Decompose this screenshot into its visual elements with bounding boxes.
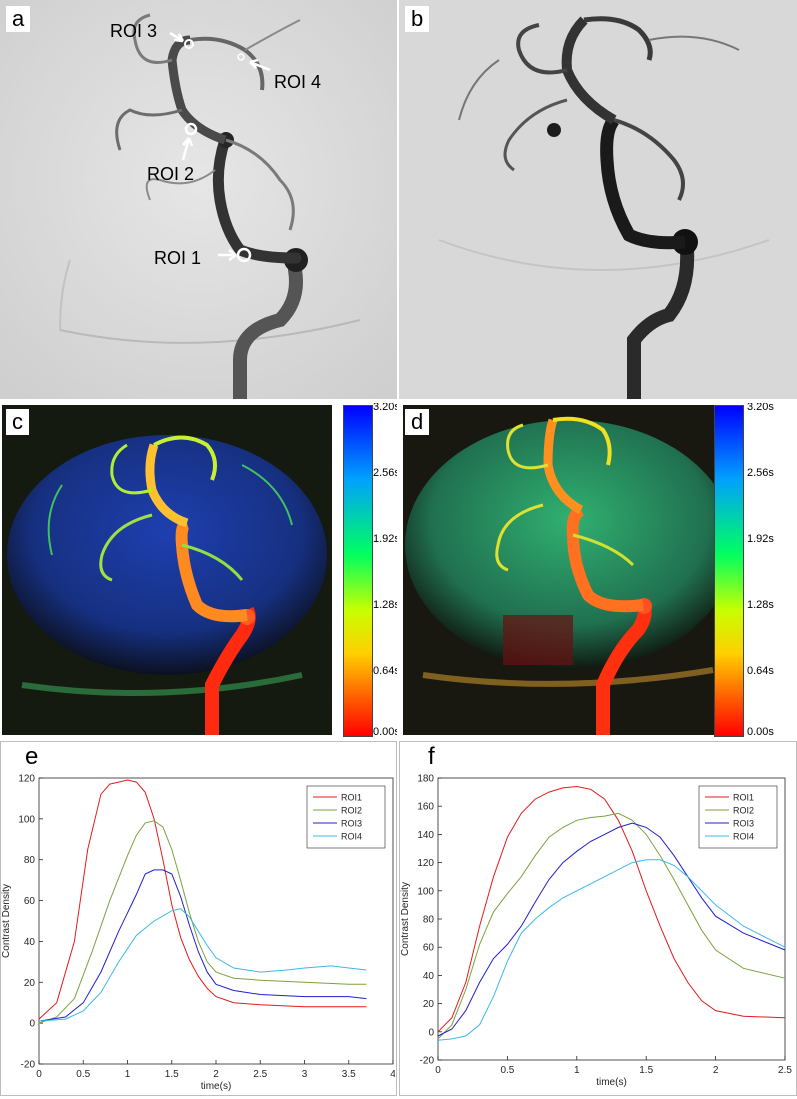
roi-4-label: ROI 4 bbox=[274, 72, 321, 92]
panel-c-tick-1: 2.56s bbox=[373, 467, 397, 479]
x-tick-label: 1.5 bbox=[165, 1069, 179, 1080]
y-tick-label: 140 bbox=[417, 830, 434, 841]
chart-f-svg: 0 0.5 1 1.5 2 2.5-20020406080100120140160180t… bbox=[400, 774, 792, 1089]
series-line-roi2 bbox=[437, 812, 786, 1040]
panel-d-colorbar bbox=[714, 405, 744, 737]
legend-label-roi4: ROI4 bbox=[733, 832, 754, 842]
panel-e-label: e bbox=[25, 743, 39, 770]
y-tick-label: -20 bbox=[21, 1060, 36, 1071]
panel-a-angiogram: ROI 1 ROI 2 ROI 3 ROI 4 a bbox=[0, 0, 397, 399]
x-axis-label: time(s) bbox=[596, 1077, 627, 1088]
legend-label-roi1: ROI1 bbox=[341, 793, 362, 803]
y-tick-label: 0 bbox=[29, 1019, 35, 1030]
x-axis-label: time(s) bbox=[201, 1081, 232, 1092]
series-line-roi2 bbox=[38, 820, 367, 1024]
series-line-roi3 bbox=[38, 869, 367, 1022]
x-tick-label: 0 bbox=[36, 1069, 42, 1080]
x-tick-label: 2.5 bbox=[253, 1069, 267, 1080]
roi-2-label: ROI 2 bbox=[147, 164, 194, 184]
y-tick-label: 0 bbox=[428, 1027, 434, 1038]
panel-c-color-map: c 3.20s 2.56s 1.92s 1.28s 0.64s 0.00s bbox=[0, 403, 397, 738]
panel-b-image bbox=[399, 0, 797, 399]
x-tick-label: 1.5 bbox=[639, 1065, 653, 1076]
y-axis-label: Contrast Density bbox=[400, 882, 411, 956]
panel-c-tick-2: 1.92s bbox=[373, 533, 397, 545]
panel-d-tick-0: 3.20s bbox=[747, 403, 774, 413]
panel-a-image: ROI 1 ROI 2 ROI 3 ROI 4 bbox=[0, 0, 397, 399]
y-axis-label: Contrast Density bbox=[1, 884, 12, 958]
y-tick-label: 80 bbox=[24, 855, 36, 866]
panel-d-image bbox=[403, 405, 738, 735]
legend-box bbox=[306, 785, 386, 849]
x-tick-label: 2 bbox=[713, 1065, 719, 1076]
legend-label-roi4: ROI4 bbox=[341, 832, 362, 842]
x-tick-label: 1 bbox=[574, 1065, 580, 1076]
panel-d-tick-3: 1.28s bbox=[747, 599, 774, 611]
legend-label-roi2: ROI2 bbox=[341, 806, 362, 816]
panel-e-chart: e 0 0.5 1 1.5 2 2.5 3 3.5 4 -20 0 20 40 60 80 100 120 tim… bbox=[1, 742, 396, 1094]
panel-c-image bbox=[2, 405, 332, 735]
y-tick-label: 20 bbox=[24, 978, 36, 989]
x-tick-label: 1 bbox=[125, 1069, 131, 1080]
panel-b-angiogram: b bbox=[399, 0, 797, 399]
panel-c-tick-0: 3.20s bbox=[373, 403, 397, 413]
panel-d-tick-5: 0.00s bbox=[747, 726, 774, 738]
y-tick-label: 60 bbox=[423, 943, 435, 954]
y-tick-label: 180 bbox=[417, 774, 434, 785]
panel-d-tick-4: 0.64s bbox=[747, 665, 774, 677]
panel-c-label: c bbox=[6, 409, 29, 435]
roi-3-label: ROI 3 bbox=[110, 21, 157, 41]
x-tick-label: 4 bbox=[390, 1069, 395, 1080]
legend-label-roi3: ROI3 bbox=[341, 819, 362, 829]
x-tick-label: 0.5 bbox=[500, 1065, 514, 1076]
y-tick-label: 120 bbox=[417, 858, 434, 869]
legend-label-roi2: ROI2 bbox=[733, 806, 754, 816]
panel-b-label: b bbox=[405, 6, 430, 32]
y-tick-label: 40 bbox=[423, 971, 435, 982]
y-tick-label: 60 bbox=[24, 896, 36, 907]
panel-d-label: d bbox=[405, 409, 430, 435]
y-tick-label: 120 bbox=[18, 774, 35, 785]
legend-label-roi1: ROI1 bbox=[733, 793, 754, 803]
y-tick-label: 80 bbox=[423, 915, 435, 926]
chart-e-svg: 0 0.5 1 1.5 2 2.5 3 3.5 4-20020406080100120time(… bbox=[1, 774, 396, 1093]
panel-a-label: a bbox=[6, 6, 31, 32]
y-tick-label: -20 bbox=[420, 1056, 435, 1067]
panel-d-tick-1: 2.56s bbox=[747, 467, 774, 479]
series-line-roi4 bbox=[437, 859, 786, 1041]
x-tick-label: 3 bbox=[302, 1069, 308, 1080]
panel-c-tick-5: 0.00s bbox=[373, 726, 397, 738]
panel-d-tick-2: 1.92s bbox=[747, 533, 774, 545]
roi-1-label: ROI 1 bbox=[154, 248, 201, 268]
y-tick-label: 100 bbox=[417, 886, 434, 897]
y-tick-label: 160 bbox=[417, 802, 434, 813]
panel-c-tick-4: 0.64s bbox=[373, 665, 397, 677]
x-tick-label: 0.5 bbox=[76, 1069, 90, 1080]
y-tick-label: 20 bbox=[423, 999, 435, 1010]
legend-label-roi3: ROI3 bbox=[733, 819, 754, 829]
x-tick-label: 2 bbox=[213, 1069, 219, 1080]
panel-f-chart: f 0 0.5 1 1.5 2 2.5 -20 0 20 40 60 80 100 120 140 160 18… bbox=[400, 742, 795, 1094]
panel-c-tick-3: 1.28s bbox=[373, 599, 397, 611]
series-line-roi1 bbox=[38, 779, 367, 1020]
x-tick-label: 0 bbox=[435, 1065, 441, 1076]
series-line-roi1 bbox=[437, 785, 786, 1033]
series-line-roi3 bbox=[437, 822, 786, 1037]
panel-f-label: f bbox=[428, 743, 435, 770]
legend-box bbox=[698, 785, 778, 849]
panel-d-color-map: d 3.20s 2.56s 1.92s 1.28s 0.64s 0.00s bbox=[399, 403, 797, 738]
series-line-roi4 bbox=[38, 908, 367, 1022]
panel-c-colorbar bbox=[343, 405, 373, 737]
y-tick-label: 100 bbox=[18, 814, 35, 825]
x-tick-label: 2.5 bbox=[778, 1065, 792, 1076]
y-tick-label: 40 bbox=[24, 937, 36, 948]
x-tick-label: 3.5 bbox=[342, 1069, 356, 1080]
